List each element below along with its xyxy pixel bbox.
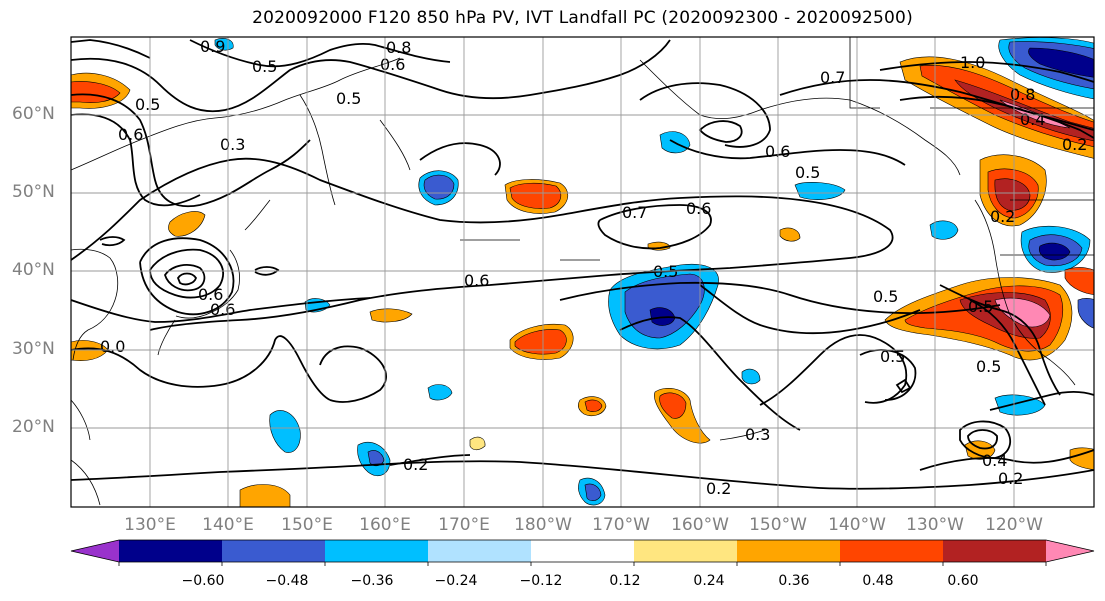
colorbar-tick-label: −0.12 <box>519 573 563 589</box>
colorbar-extend-low <box>71 540 119 562</box>
lon-label: 130°E <box>124 515 176 535</box>
contour-label: 0.0 <box>100 337 125 356</box>
contour-label: 0.5 <box>135 95 160 114</box>
lon-label: 180°W <box>514 515 572 535</box>
contour-label: 1.0 <box>960 53 985 72</box>
colorbar-segment <box>119 540 223 562</box>
gridlines <box>71 37 1094 507</box>
contour-label: 0.8 <box>1010 85 1035 104</box>
colorbar-tick-label: 0.36 <box>778 573 810 589</box>
colorbar-segment <box>222 540 326 562</box>
colorbar-extend-high <box>1046 540 1094 562</box>
contour-label: 0.6 <box>464 271 489 290</box>
colorbar-segment <box>325 540 429 562</box>
map-title: 2020092000 F120 850 hPa PV, IVT Landfall… <box>252 8 913 28</box>
colorbar-segment <box>634 540 738 562</box>
colorbar-tick-label: 0.24 <box>693 573 725 589</box>
contour-label: 0.6 <box>198 285 223 304</box>
contour-label: 0.6 <box>686 199 711 218</box>
contour-label: 0.7 <box>820 68 845 87</box>
colorbar-segment <box>531 540 635 562</box>
colorbar-segment <box>737 540 841 562</box>
contour-label: 0.6 <box>210 300 235 319</box>
contour-label: 0.5 <box>976 357 1001 376</box>
lon-label: 150°W <box>749 515 807 535</box>
colorbar-tick-label: −0.48 <box>265 573 309 589</box>
contour-label-layer: 0.9 0.5 0.8 0.6 0.5 0.5 0.6 0.3 1.0 0.7 … <box>100 37 1087 498</box>
contour-label: 0.8 <box>386 38 411 57</box>
contour-label: 0.4 <box>982 451 1007 470</box>
contour-label: 0.5 <box>336 89 361 108</box>
colorbar-tick-label: 0.12 <box>609 573 641 589</box>
contour-label: 0.5 <box>880 347 905 366</box>
colorbar-segment <box>840 540 944 562</box>
colorbar-tick-label: 0.48 <box>862 573 894 589</box>
lon-label: 120°W <box>985 515 1043 535</box>
lon-label: 160°E <box>359 515 411 535</box>
lon-label: 170°W <box>592 515 650 535</box>
contour-label: 0.2 <box>1062 135 1087 154</box>
contour-label: 0.5 <box>968 297 993 316</box>
colorbar-tick-label: −0.60 <box>181 573 225 589</box>
contour-label: 0.2 <box>403 455 428 474</box>
colorbar-tick-label: −0.36 <box>350 573 394 589</box>
contour-label: 0.7 <box>622 203 647 222</box>
plot-area: 0.9 0.5 0.8 0.6 0.5 0.5 0.6 0.3 1.0 0.7 … <box>71 37 1094 507</box>
lon-label: 170°E <box>438 515 490 535</box>
colorbar <box>70 539 1095 566</box>
contour-label: 0.3 <box>745 425 770 444</box>
colorbar-segment <box>943 540 1047 562</box>
lat-label: 40°N <box>12 260 55 280</box>
contour-label: 0.5 <box>653 262 678 281</box>
contour-label: 0.2 <box>706 479 731 498</box>
coastlines <box>71 37 1094 506</box>
contour-label: 0.9 <box>200 37 225 56</box>
contour-lines <box>71 39 1094 490</box>
colorbar-tick-label: −0.24 <box>434 573 478 589</box>
contour-label: 0.2 <box>998 469 1023 488</box>
lon-label: 140°W <box>828 515 886 535</box>
plot-frame <box>70 36 1095 508</box>
contour-label: 0.5 <box>795 163 820 182</box>
contour-label: 0.2 <box>990 207 1015 226</box>
contour-label: 0.3 <box>220 135 245 154</box>
contour-label: 0.4 <box>1020 110 1045 129</box>
lat-label: 20°N <box>12 417 55 437</box>
lat-label: 50°N <box>12 182 55 202</box>
lon-label: 140°E <box>202 515 254 535</box>
lat-label: 60°N <box>12 104 55 124</box>
contour-label: 0.5 <box>873 287 898 306</box>
lon-label: 160°W <box>671 515 729 535</box>
lon-label: 130°W <box>906 515 964 535</box>
colorbar-tick-label: 0.60 <box>947 573 979 589</box>
lon-label: 150°E <box>281 515 333 535</box>
contour-label: 0.6 <box>118 125 143 144</box>
lat-label: 30°N <box>12 339 55 359</box>
contour-label: 0.6 <box>380 55 405 74</box>
contour-label: 0.5 <box>252 57 277 76</box>
colorbar-segment <box>428 540 532 562</box>
